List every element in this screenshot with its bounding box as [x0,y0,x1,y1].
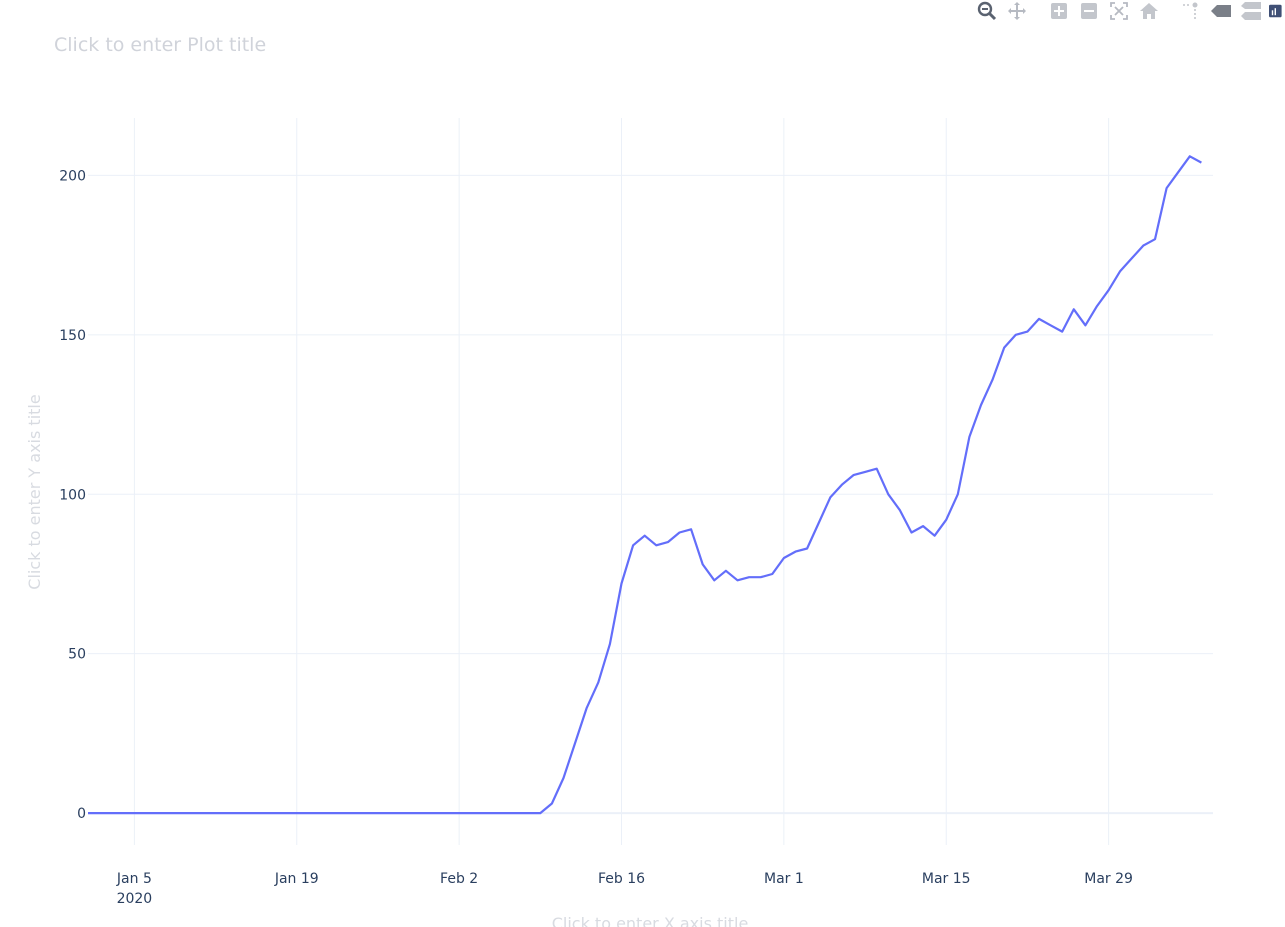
y-tick-label: 150 [59,328,86,344]
x-tick-label: Jan 5 [116,871,152,887]
pan-icon [1008,2,1026,20]
zoom-in-icon [1051,3,1067,19]
zoom-out-button[interactable] [1077,1,1101,21]
y-axis-ticks: 0 50 100 150 200 [59,168,86,822]
autoscale-icon [1110,2,1128,20]
x-axis-title[interactable]: Click to enter X axis title [552,914,749,927]
x-tick-sublabel: 2020 [117,891,153,907]
pan-button[interactable] [1005,1,1029,21]
hover-compare-icon [1241,2,1261,20]
plotly-logo-icon [1269,4,1282,18]
zoom-in-button[interactable] [1047,1,1071,21]
home-button[interactable] [1137,1,1161,21]
spike-lines-icon [1183,2,1198,19]
series-line [88,155,1202,815]
autoscale-button[interactable] [1107,1,1131,21]
y-tick-label: 50 [68,647,86,663]
hover-closest-button[interactable] [1209,1,1233,21]
x-tick-label: Mar 1 [764,871,804,887]
y-axis-title[interactable]: Click to enter Y axis title [25,394,44,589]
plotly-logo-button[interactable] [1269,1,1283,21]
y-tick-label: 100 [59,487,86,503]
zoom-icon [977,1,997,21]
x-tick-label: Jan 19 [274,871,319,887]
x-tick-label: Feb 16 [598,871,645,887]
x-axis-ticks: Jan 5 2020 Jan 19 Feb 2 Feb 16 Mar 1 Mar 15 Mar… [116,871,1133,907]
hover-compare-button[interactable] [1239,1,1263,21]
zoom-button[interactable] [975,1,999,21]
grid [88,118,1213,845]
zoom-out-icon [1081,3,1097,19]
y-tick-label: 200 [59,168,86,184]
x-tick-label: Mar 15 [922,871,971,887]
hover-closest-icon [1211,5,1231,17]
y-tick-label: 0 [77,806,86,822]
spike-lines-button[interactable] [1179,1,1203,21]
home-icon [1140,3,1158,19]
x-tick-label: Feb 2 [440,871,478,887]
series-layer [88,155,1202,815]
modebar [975,0,1285,22]
x-tick-label: Mar 29 [1084,871,1133,887]
plot-title[interactable]: Click to enter Plot title [54,34,267,56]
